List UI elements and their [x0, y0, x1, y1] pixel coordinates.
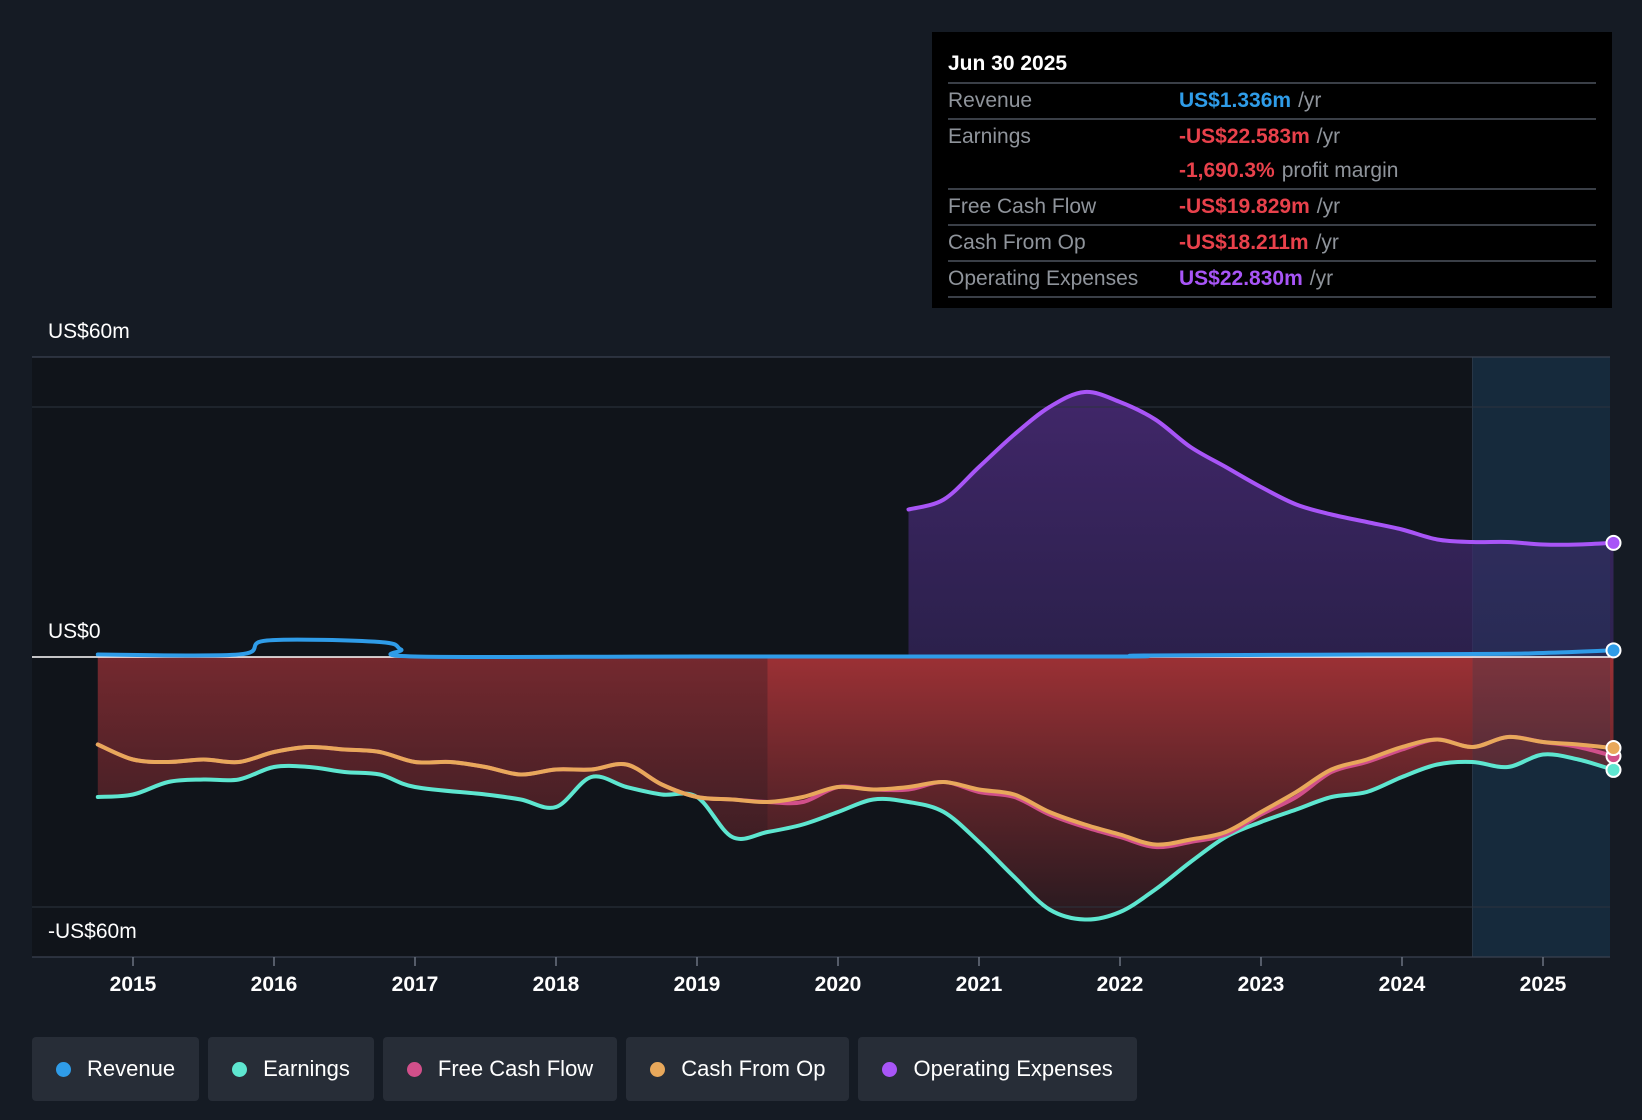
tooltip-label: Earnings [948, 125, 1031, 148]
legend-item-revenue[interactable]: Revenue [32, 1037, 200, 1101]
tooltip-value: -1,690.3% [1179, 159, 1275, 182]
tooltip-label: Operating Expenses [948, 267, 1139, 290]
y-tick-label-zero: US$0 [48, 620, 101, 643]
legend-dot-icon [650, 1061, 666, 1077]
x-tick-label: 2024 [1379, 973, 1426, 996]
series-line-revenue [95, 637, 1616, 660]
x-tick-label: 2020 [815, 973, 862, 996]
tooltip-unit: /yr [1298, 89, 1322, 112]
tooltip-panel: Jun 30 2025 Revenue US$1.336m /yr Earnin… [932, 32, 1612, 308]
tooltip-row-free-cash-flow: Free Cash Flow -US$19.829m /yr [948, 190, 1596, 226]
gridlines [32, 356, 1610, 958]
y-tick-label-top: US$60m [48, 320, 130, 343]
x-tick-label: 2019 [674, 973, 721, 996]
tooltip-value: US$22.830m [1179, 267, 1303, 290]
x-tick-label: 2016 [251, 973, 298, 996]
endpoint-revenue [1605, 642, 1622, 659]
series-line-operating-expenses [906, 389, 1616, 547]
tooltip-label: Cash From Op [948, 231, 1086, 254]
tooltip-row-earnings: Earnings -US$22.583m /yr [948, 120, 1596, 154]
legend-label: Revenue [87, 1056, 176, 1081]
tooltip-unit: /yr [1315, 231, 1339, 254]
x-tick-label: 2017 [392, 973, 439, 996]
tooltip-label: Free Cash Flow [948, 195, 1097, 218]
legend-item-earnings[interactable]: Earnings [208, 1037, 374, 1101]
tooltip-value: -US$19.829m [1179, 195, 1310, 218]
endpoint-cash-from-op [1605, 740, 1622, 757]
tooltip-value: -US$22.583m [1179, 125, 1310, 148]
x-tick-label: 2015 [110, 973, 157, 996]
legend-item-cash-from-op[interactable]: Cash From Op [626, 1037, 850, 1101]
tooltip-unit: /yr [1316, 195, 1341, 218]
tooltip-unit: profit margin [1281, 159, 1399, 182]
tooltip-date: Jun 30 2025 [948, 46, 1596, 84]
legend-label: Free Cash Flow [437, 1056, 594, 1081]
legend: Revenue Earnings Free Cash Flow Cash Fro… [32, 1037, 1137, 1101]
endpoint-earnings [1605, 761, 1622, 778]
tooltip-row-cash-from-op: Cash From Op -US$18.211m /yr [948, 226, 1596, 262]
x-tick-label: 2018 [533, 973, 580, 996]
y-tick-label-bottom: -US$60m [48, 920, 137, 943]
tooltip-unit: /yr [1309, 267, 1334, 290]
tooltip-row-operating-expenses: Operating Expenses US$22.830m /yr [948, 262, 1596, 298]
operating-expenses-area [908, 391, 1614, 657]
x-tick-label: 2025 [1520, 973, 1567, 996]
tooltip-value: US$1.336m [1179, 89, 1292, 112]
tooltip-value: -US$18.211m [1179, 231, 1309, 254]
x-tick-label: 2023 [1238, 973, 1285, 996]
legend-dot-icon [232, 1061, 248, 1077]
series-endpoints [1605, 534, 1622, 778]
x-tick-label: 2022 [1097, 973, 1144, 996]
x-axis-ticks: 2015 2016 2017 2018 2019 2020 2021 2022 2023 2024… [110, 957, 1567, 996]
series-lines [95, 389, 1616, 922]
legend-label: Earnings [263, 1056, 350, 1081]
series-line-earnings [95, 752, 1616, 922]
tooltip-row-profit-margin: -1,690.3% profit margin [948, 154, 1596, 190]
legend-dot-icon [406, 1061, 422, 1077]
legend-dot-icon [882, 1061, 898, 1077]
legend-item-free-cash-flow[interactable]: Free Cash Flow [382, 1037, 618, 1101]
legend-dot-icon [56, 1061, 71, 1077]
earnings-area-early [97, 657, 768, 839]
legend-label: Cash From Op [681, 1056, 826, 1081]
tooltip-label: Revenue [948, 89, 1033, 112]
earnings-area-late [767, 657, 1614, 920]
series-line-cash-from-op [95, 734, 1616, 847]
tooltip-unit: /yr [1316, 125, 1341, 148]
tooltip-row-revenue: Revenue US$1.336m /yr [948, 84, 1596, 120]
x-tick-label: 2021 [956, 973, 1003, 996]
legend-label: Operating Expenses [913, 1056, 1113, 1081]
endpoint-operating-expenses [1605, 534, 1622, 551]
legend-item-operating-expenses[interactable]: Operating Expenses [858, 1037, 1137, 1101]
